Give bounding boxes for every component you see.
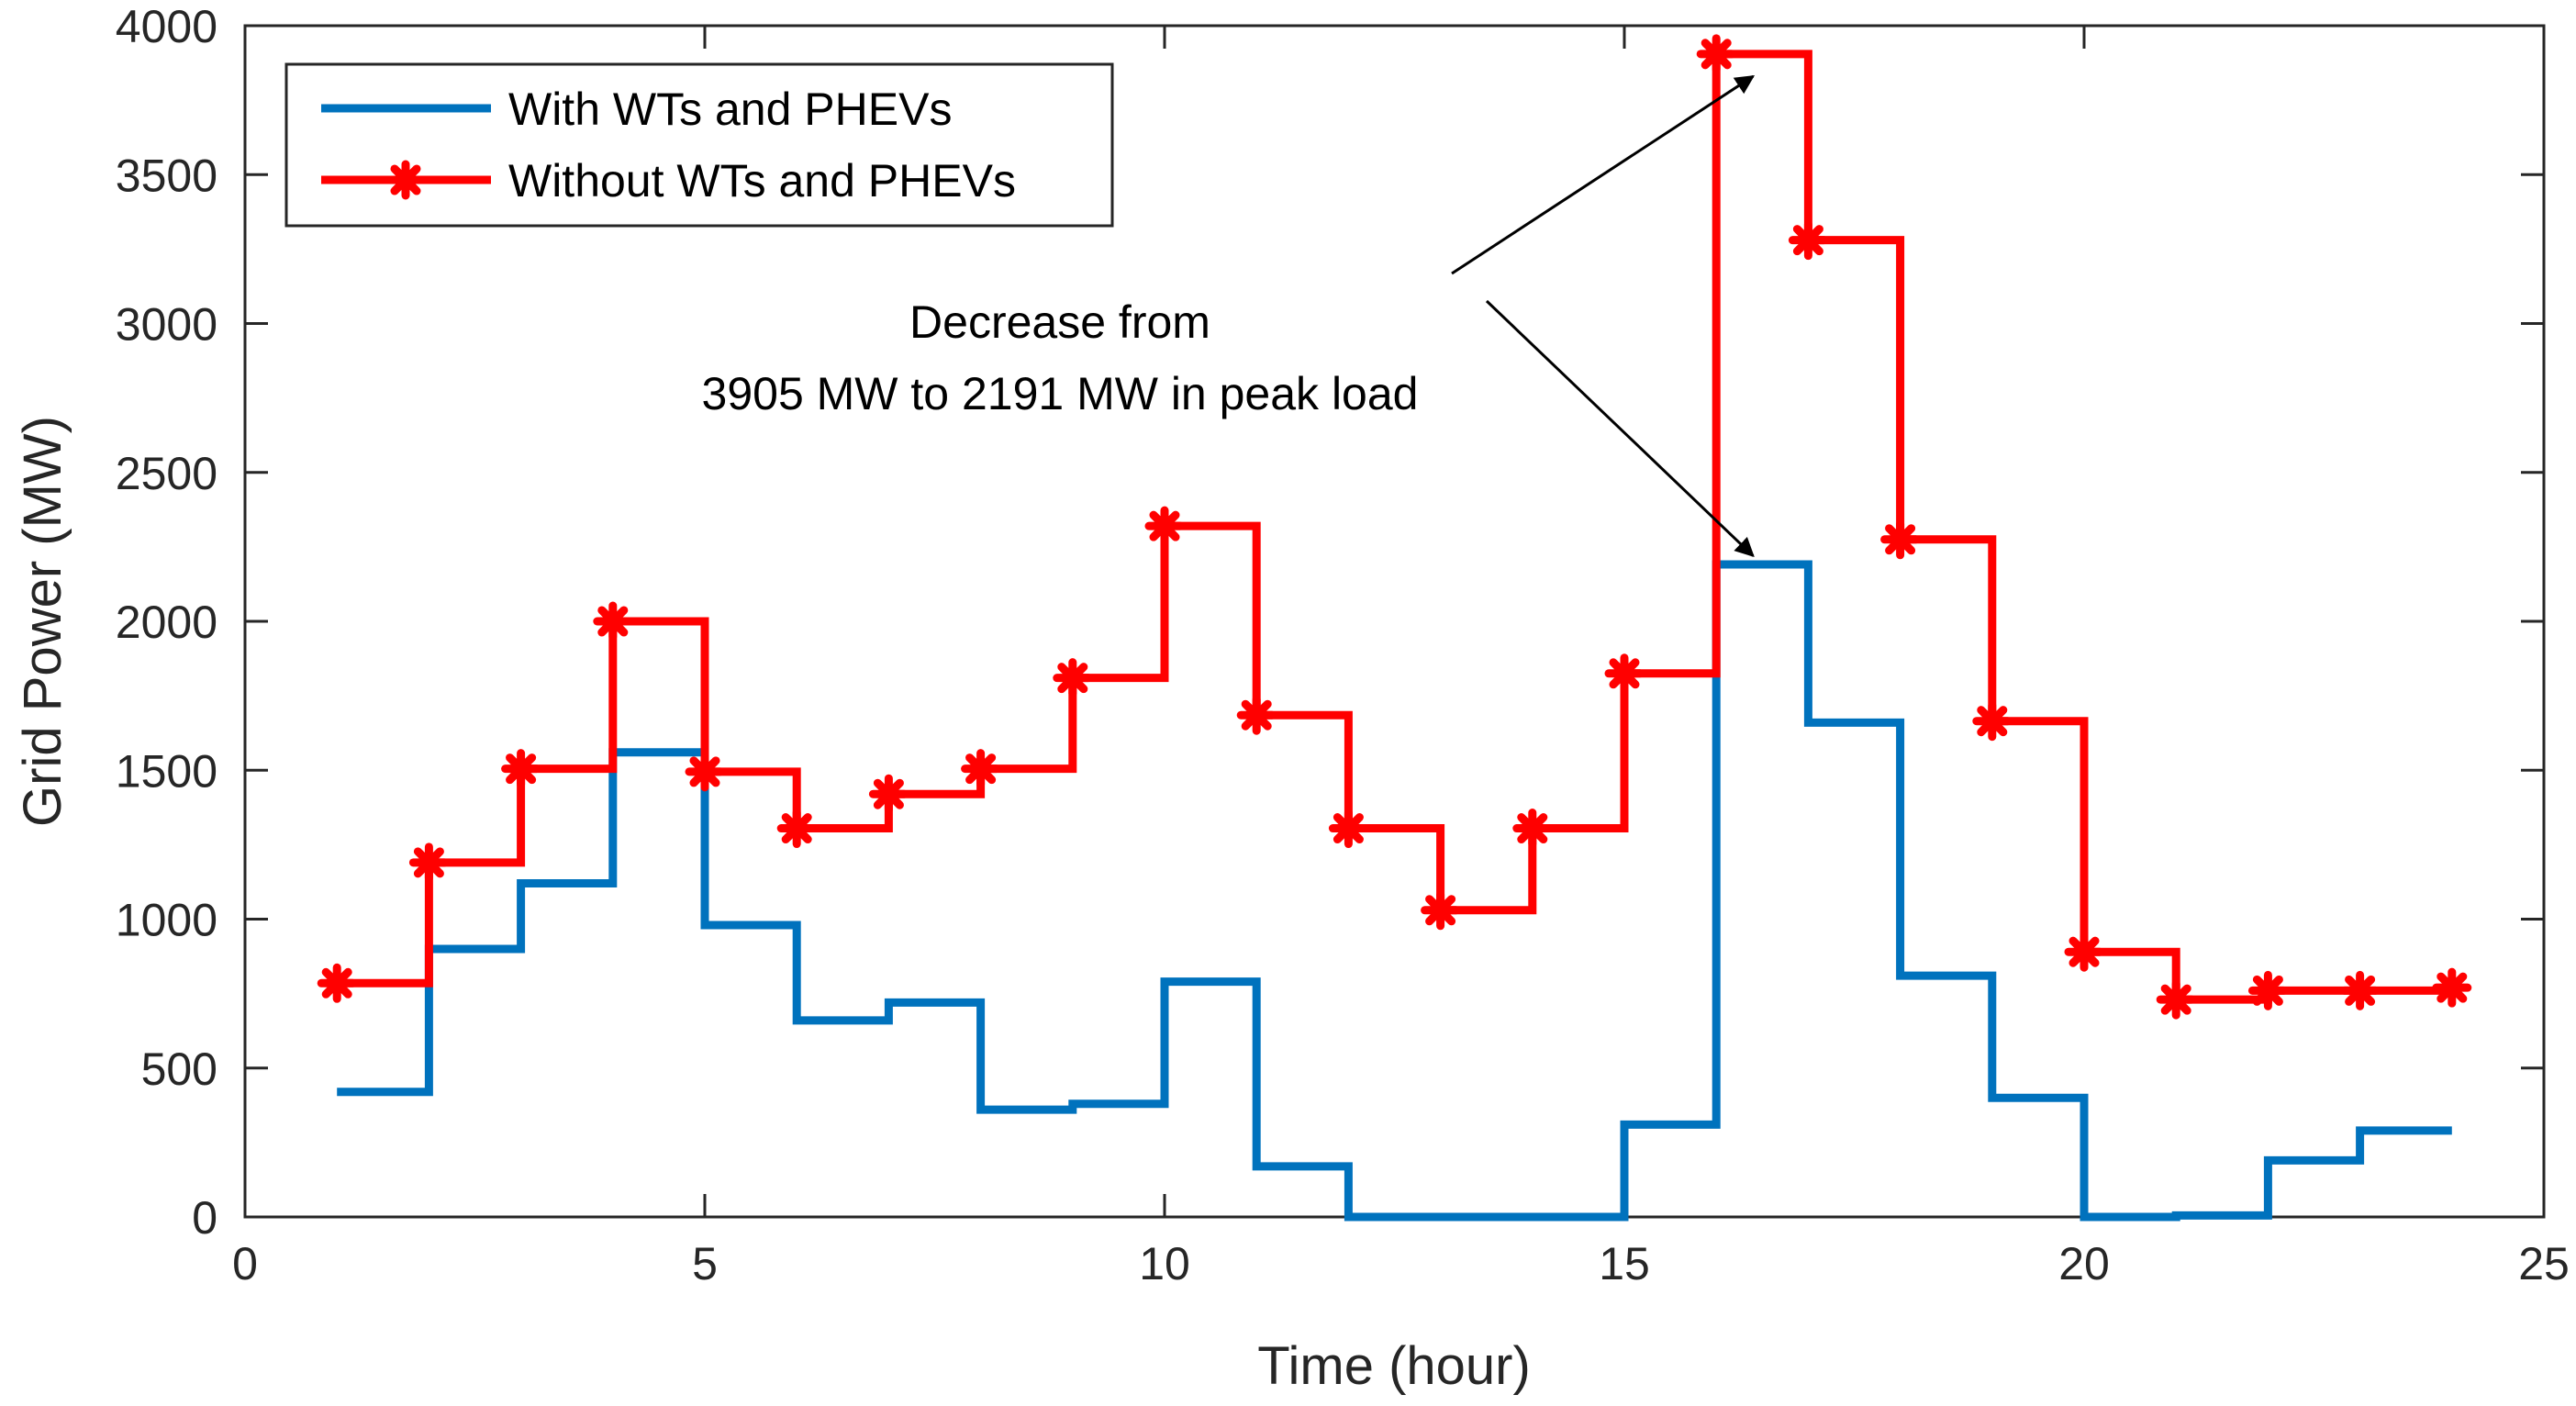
x-tick-label: 5	[692, 1238, 718, 1289]
legend-marker-point	[385, 160, 426, 200]
series-point	[1972, 701, 2013, 742]
series-point	[408, 842, 449, 883]
y-tick-label: 500	[141, 1043, 217, 1095]
y-tick-label: 1000	[116, 895, 217, 946]
series-point	[2247, 970, 2288, 1010]
series-line-0	[337, 560, 2452, 1222]
annotation-line-1: Decrease from	[909, 296, 1210, 348]
series-point	[593, 601, 633, 642]
series-point	[685, 752, 725, 792]
x-axis-title: Time (hour)	[1257, 1336, 1531, 1396]
series-point	[1880, 519, 1921, 560]
series-point	[1421, 890, 1461, 931]
series-point	[2432, 967, 2472, 1008]
y-tick-label: 2000	[116, 597, 217, 648]
legend-marker-without	[385, 160, 426, 200]
y-axis: 0 500 1000 1500 2000 2500 3000 3500 4000	[116, 1, 2544, 1244]
series-point	[1236, 695, 1277, 735]
annotation-arrow-down	[1485, 299, 1755, 558]
y-tick-label: 3500	[116, 150, 217, 201]
series-point	[2064, 932, 2104, 972]
series-point	[501, 749, 541, 789]
x-tick-label: 0	[232, 1238, 258, 1289]
annotation-arrow-up	[1451, 74, 1756, 275]
x-axis: 0 5 10 15 20 25	[232, 26, 2570, 1289]
x-tick-label: 25	[2518, 1238, 2570, 1289]
series-point	[1788, 220, 1828, 261]
series-point	[2156, 979, 2196, 1020]
series-point	[1696, 34, 1736, 74]
annotation: Decrease from 3905 MW to 2191 MW in peak…	[702, 74, 1756, 558]
y-tick-label: 2500	[116, 448, 217, 499]
legend: With WTs and PHEVs Without WTs and PHEVs	[284, 62, 1114, 228]
series-point	[868, 774, 909, 814]
series-point	[1512, 809, 1553, 849]
annotation-line-2: 3905 MW to 2191 MW in peak load	[702, 368, 1419, 419]
series-point	[1053, 658, 1093, 698]
series-point	[1328, 809, 1368, 849]
x-tick-label: 10	[1139, 1238, 1190, 1289]
series-point	[776, 809, 817, 849]
x-tick-label: 15	[1599, 1238, 1650, 1289]
y-tick-label: 4000	[116, 1, 217, 52]
series-point	[961, 749, 1001, 789]
series-layer	[317, 34, 2472, 1222]
y-axis-title: Grid Power (MW)	[13, 416, 72, 827]
x-tick-label: 20	[2058, 1238, 2110, 1289]
legend-label-without: Without WTs and PHEVs	[508, 155, 1016, 206]
series-point	[317, 963, 357, 1003]
y-tick-label: 1500	[116, 745, 217, 797]
y-tick-label: 3000	[116, 299, 217, 351]
series-point	[1144, 506, 1185, 546]
legend-label-with: With WTs and PHEVs	[508, 84, 952, 135]
series-line-1	[337, 50, 2457, 1004]
y-tick-label: 0	[192, 1192, 217, 1244]
series-point	[1604, 653, 1645, 694]
series-point	[2340, 970, 2381, 1010]
legend-box	[284, 62, 1114, 228]
